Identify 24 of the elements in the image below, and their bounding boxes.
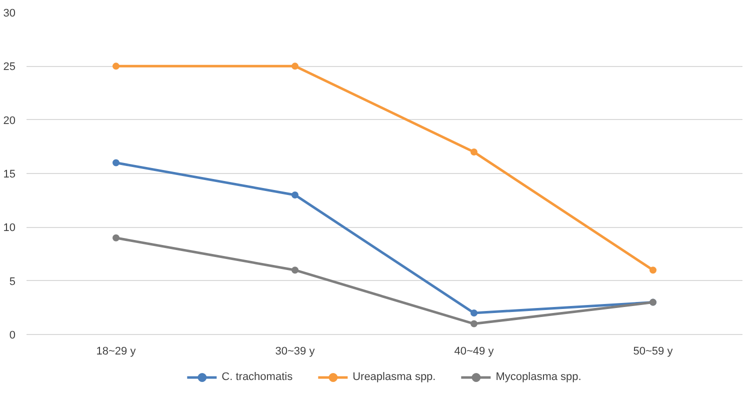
- point: [470, 148, 478, 156]
- point: [292, 62, 298, 70]
- point: [112, 62, 120, 70]
- y-tick-label: 10: [3, 222, 16, 234]
- y-tick-label: 30: [3, 8, 16, 20]
- point: [112, 159, 120, 166]
- y-tick-label: 20: [3, 114, 16, 127]
- x-tick-label: 50~59 y: [633, 346, 674, 358]
- y-tick-label: 0: [9, 330, 16, 342]
- point: [292, 266, 298, 274]
- legend-label: Mycoplasma spp.: [496, 371, 582, 383]
- x-tick-label: 30~39 y: [275, 346, 316, 358]
- legend-label: Ureaplasma spp.: [352, 371, 436, 383]
- point: [470, 320, 478, 328]
- legend-label: C. trachomatis: [222, 371, 293, 383]
- point: [292, 191, 298, 198]
- y-tick-label: 5: [9, 276, 16, 288]
- x-tick-label: 40~49 y: [454, 346, 494, 358]
- y-tick-label: 25: [3, 61, 16, 74]
- x-tick-label: 18~29 y: [96, 346, 136, 358]
- point: [112, 234, 120, 242]
- point: [470, 310, 478, 317]
- point: [650, 266, 656, 274]
- y-tick-label: 15: [3, 168, 16, 180]
